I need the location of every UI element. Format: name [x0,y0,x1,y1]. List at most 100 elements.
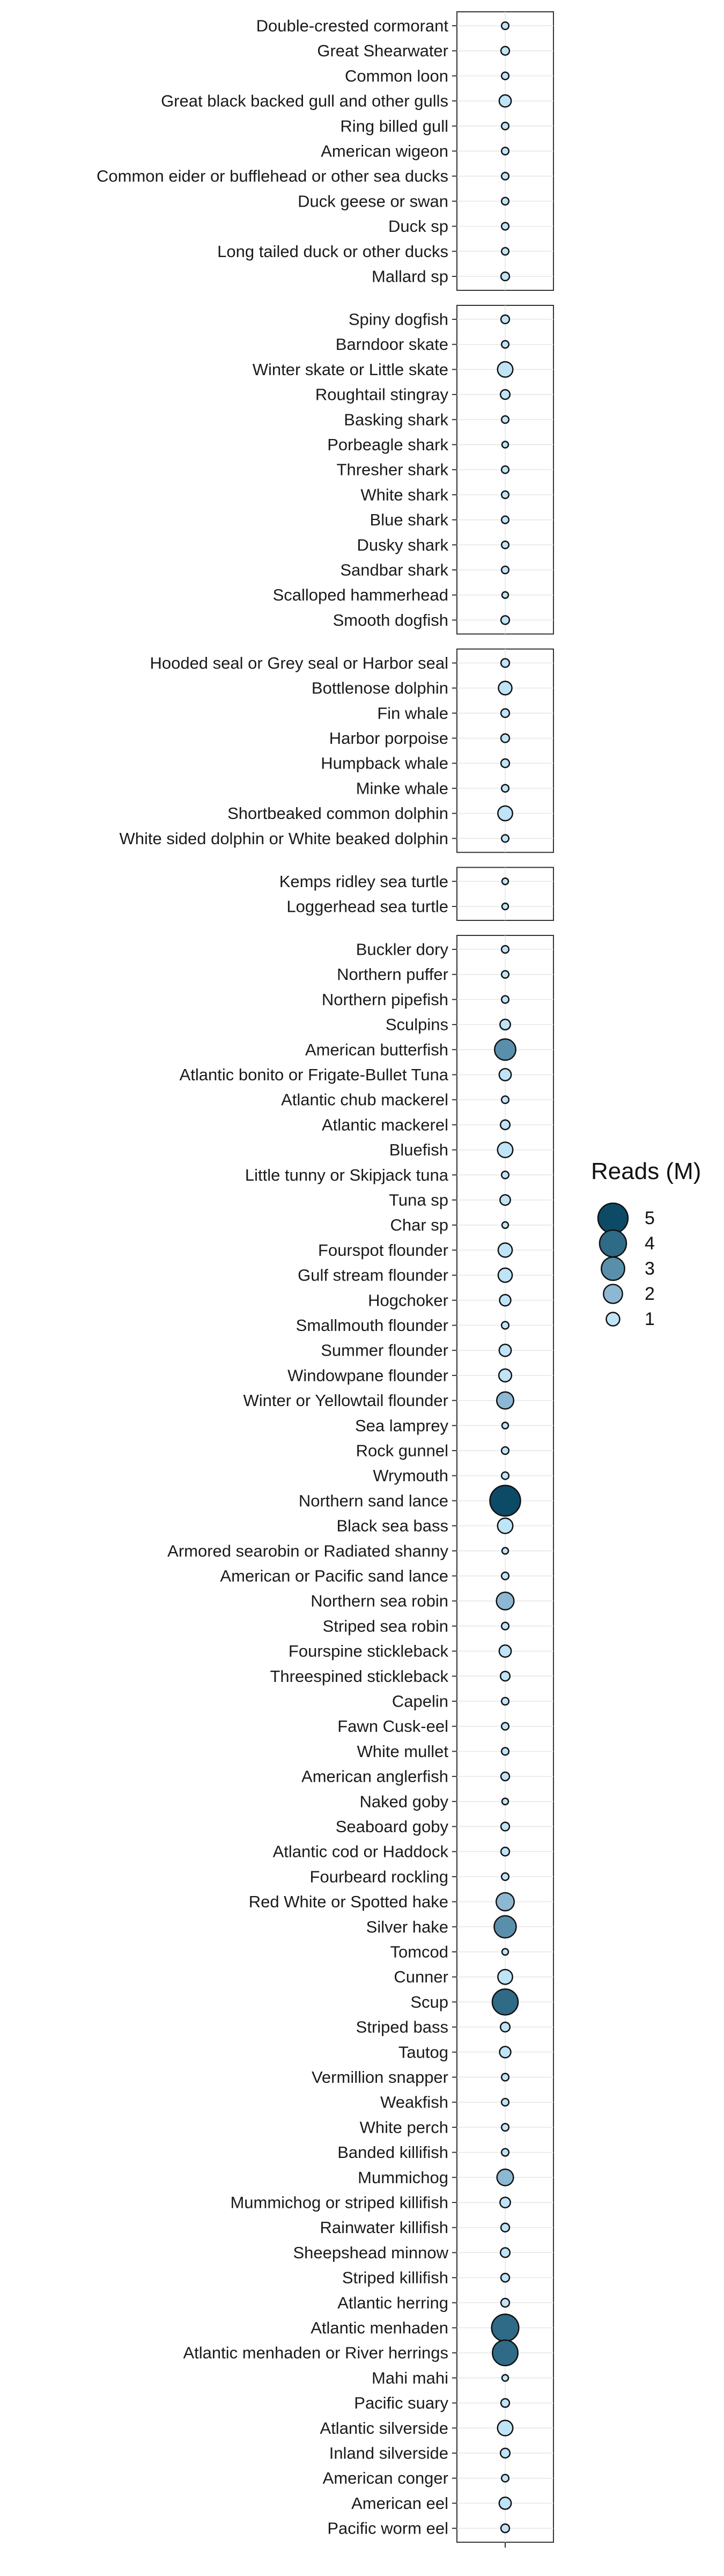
chart-panels: Double-crested cormorant Great Shearwater… [97,11,554,2548]
data-point [500,540,510,550]
y-tick-label: Mummichog [358,2168,448,2187]
y-tick-label: Shortbeaked common dolphin [227,804,448,823]
data-point [500,147,510,156]
y-tick-label: Thresher shark [337,460,449,479]
y-tick-label: Winter or Yellowtail flounder [243,1391,448,1410]
y-tick-label: Cunner [394,1967,448,1986]
data-point [501,902,509,911]
y-tick-label: Northern puffer [337,965,448,984]
data-point [498,1343,512,1357]
data-point [499,2247,511,2258]
y-tick-label: Atlantic menhaden [311,2318,448,2337]
data-point [499,1671,511,1682]
legend-label: 5 [645,1208,655,1228]
y-tick-label: Tomcod [390,1943,448,1962]
y-tick-label: Great black backed gull and other gulls [161,92,448,111]
data-point [501,1948,509,1956]
y-tick-label: Long tailed duck or other ducks [217,242,448,261]
y-tick-label: Winter skate or Little skate [253,360,448,379]
data-point [495,1892,515,1912]
data-point [500,271,511,282]
data-point [497,1968,513,1985]
y-tick-label: Loggerhead sea turtle [286,897,448,916]
data-point [496,1391,515,1410]
y-tick-label: Pacific suary [354,2394,448,2412]
data-point [500,2098,510,2107]
data-point [501,591,509,599]
y-tick-label: Little tunny or Skipjack tuna [245,1166,449,1184]
y-tick-label: Tautog [398,2043,448,2061]
data-point [497,1517,514,1534]
data-point [499,2022,511,2033]
y-tick-label: Red White or Spotted hake [249,1892,448,1911]
data-point [489,1484,521,1517]
data-point [501,1797,509,1806]
data-point [497,1267,513,1283]
data-point [499,1194,511,1206]
y-tick-label: Porbeagle shark [327,435,448,454]
data-point [500,1621,510,1630]
data-point [500,1170,510,1180]
data-point [500,2523,511,2534]
y-tick-label: Char sp [390,1216,448,1234]
y-tick-label: American anglerfish [301,1767,448,1786]
data-point [498,1644,512,1658]
y-tick-label: Weakfish [380,2093,448,2112]
y-tick-label: Inland silverside [329,2444,448,2463]
y-tick-label: Pacific worm eel [327,2519,448,2538]
y-tick-label: Humpback whale [321,754,448,773]
data-point [497,1242,513,1258]
y-tick-label: Atlantic mackerel [322,1115,448,1134]
data-point [500,515,510,524]
y-tick-label: Atlantic bonito or Frigate-Bullet Tuna [180,1065,449,1084]
legend-key [603,1284,623,1304]
y-tick-label: White sided dolphin or White beaked dolp… [120,829,449,848]
y-tick-label: Smallmouth flounder [296,1316,448,1335]
data-point [500,2073,510,2082]
data-point [500,2398,511,2408]
data-point [500,1696,510,1706]
data-point [500,1446,510,1455]
y-tick-label: Atlantic chub mackerel [281,1091,448,1109]
data-point [498,94,512,108]
data-point [500,196,510,206]
y-tick-label: Mahi mahi [372,2368,448,2387]
y-tick-label: Atlantic menhaden or River herrings [183,2344,448,2362]
data-point [500,465,510,474]
data-point [500,565,510,575]
data-point [497,805,513,822]
y-tick-label: Buckler dory [356,940,449,959]
legend-label: 4 [645,1233,655,1254]
data-point [500,1095,510,1104]
data-point [500,1722,510,1731]
data-point [500,708,511,718]
data-point [500,834,510,843]
legend-title: Reads (M) [591,1158,701,1184]
y-tick-label: Kemps ridley sea turtle [279,872,448,891]
data-point [500,121,510,130]
y-tick-label: Rainwater killifish [320,2218,448,2237]
panel: Double-crested cormorant Great Shearwater… [97,11,554,291]
data-point [501,877,509,885]
y-tick-label: Ring billed gull [340,116,448,135]
data-point [500,2123,510,2132]
data-point [500,1771,511,1782]
legend-key [599,1229,627,1258]
panel: Kemps ridley sea turtle Loggerhead sea tu… [279,867,554,921]
legend-items: 5 4 3 2 1 [597,1202,655,1329]
data-point [500,247,510,256]
data-point [497,1141,514,1159]
data-point [499,389,511,400]
panel: Hooded seal or Grey seal or Harbor seal B… [120,648,554,853]
y-tick-label: Striped sea robin [323,1616,448,1635]
y-tick-label: Gulf stream flounder [298,1266,448,1285]
data-point [500,222,510,231]
data-point [500,1471,510,1480]
legend-key [601,1256,625,1281]
y-tick-label: Duck sp [388,217,448,236]
y-tick-label: Black sea bass [337,1517,449,1535]
data-point [500,490,510,500]
y-tick-label: Atlantic cod or Haddock [273,1842,449,1861]
y-tick-label: Sandbar shark [340,561,448,580]
